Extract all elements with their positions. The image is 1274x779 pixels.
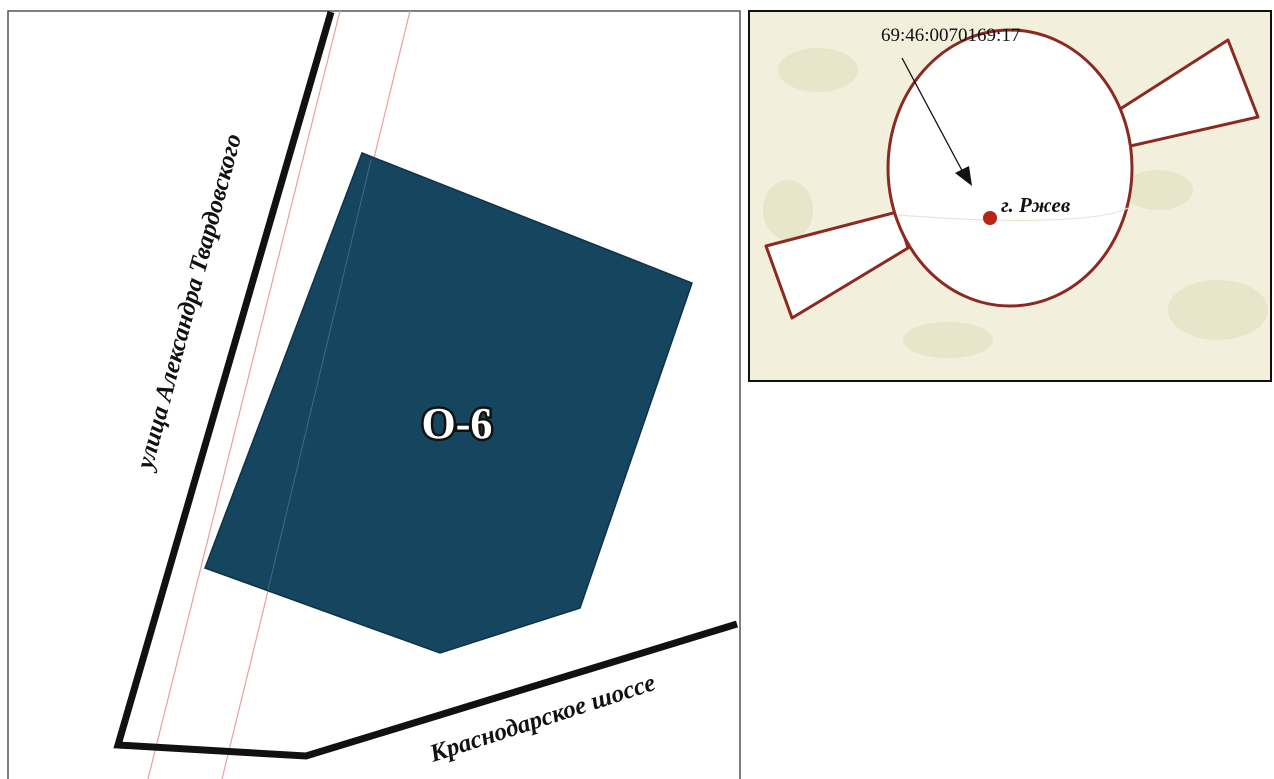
boundary-line [147, 10, 341, 779]
protection-zone-circle [886, 28, 1134, 308]
zone-polygon[interactable] [204, 152, 693, 654]
main-map-frame [7, 10, 741, 779]
cadastral-number-label: 69:46:0070169:17 [881, 25, 1020, 46]
pointer-arrow-line [901, 57, 967, 179]
city-label: г. Ржев [1001, 193, 1071, 217]
street-label-tvardovsky: улица Александра Твардовского [131, 131, 247, 475]
pointer-arrowhead [955, 166, 972, 186]
city-marker [983, 211, 997, 225]
protection-zone-wedge-left [764, 210, 910, 320]
inset-road [897, 207, 1129, 222]
zone-label: О-6 [422, 399, 493, 448]
road-line [113, 11, 739, 760]
boundary-line-over-zone [267, 159, 372, 591]
inset-texture [763, 48, 1268, 358]
inset-map: 69:46:0070169:17 г. Ржев [748, 10, 1272, 382]
